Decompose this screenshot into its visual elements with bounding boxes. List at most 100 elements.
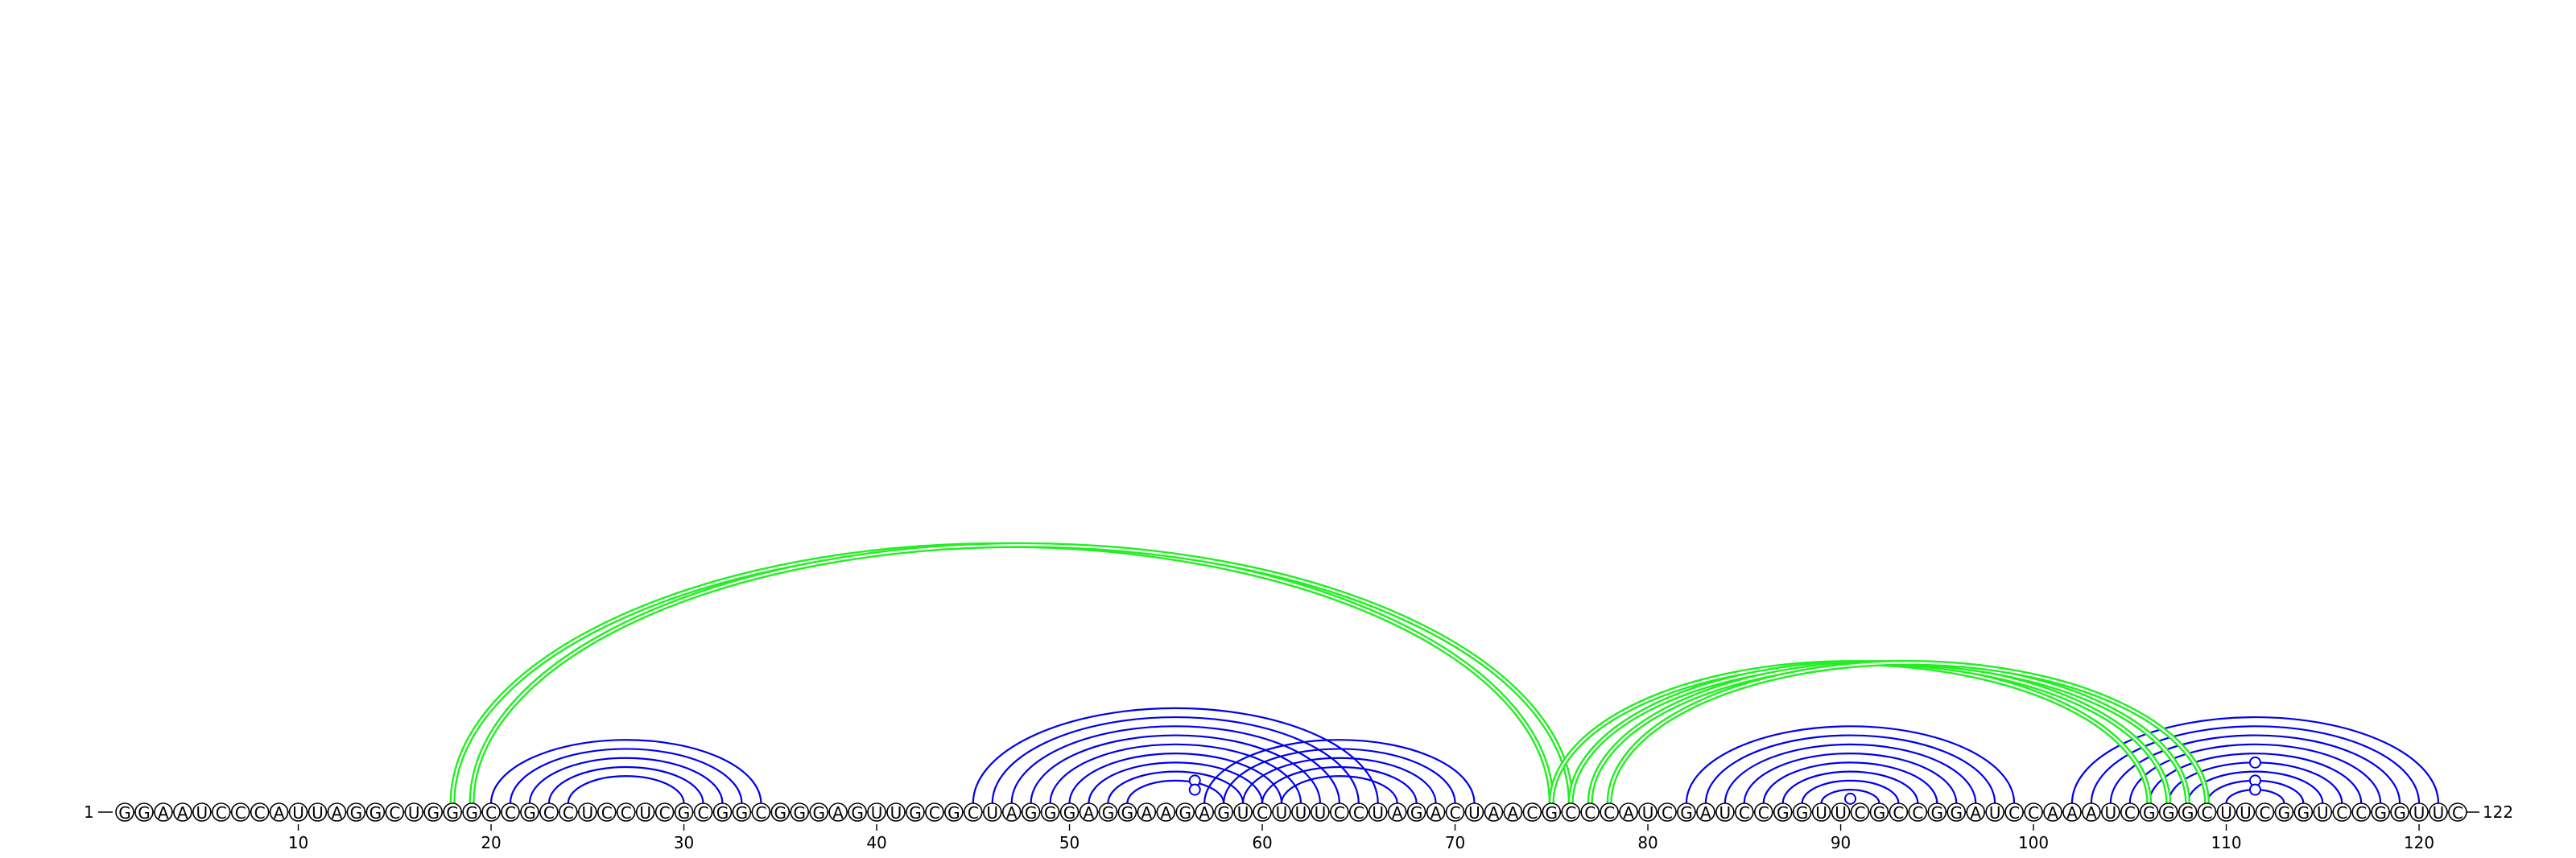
base-pair-arc bbox=[1126, 779, 1225, 804]
nucleotide: U bbox=[1715, 802, 1735, 823]
nucleotide: G bbox=[1117, 802, 1137, 823]
nucleotide: G bbox=[2158, 802, 2178, 823]
nucleotide-circle bbox=[1195, 802, 1214, 822]
nucleotide-letter: U bbox=[871, 803, 883, 823]
nucleotide-letter: A bbox=[2086, 803, 2097, 823]
nucleotide: C bbox=[1850, 802, 1870, 823]
base-pair-arc bbox=[528, 757, 724, 804]
nucleotide: A bbox=[1696, 802, 1715, 823]
nucleotide: C bbox=[1753, 802, 1773, 823]
nucleotide-circle bbox=[2082, 802, 2101, 822]
nucleotide-circle bbox=[462, 802, 481, 822]
nucleotide: C bbox=[2004, 802, 2024, 823]
nucleotide: C bbox=[2024, 802, 2043, 823]
nucleotide: G bbox=[1406, 802, 1426, 823]
nucleotide-letter: A bbox=[1508, 803, 1519, 823]
nucleotide-letter: G bbox=[1680, 803, 1693, 823]
nucleotide-letter: U bbox=[581, 803, 593, 823]
nucleotide: U bbox=[886, 802, 906, 823]
nucleotide-letter: C bbox=[1334, 803, 1345, 823]
nucleotide-letter: U bbox=[292, 803, 304, 823]
nucleotide: G bbox=[770, 802, 791, 823]
nucleotide: G bbox=[712, 802, 733, 823]
nucleotide-circle bbox=[1426, 802, 1446, 822]
base-pair-arc bbox=[1088, 761, 1264, 804]
nucleotide-letter: G bbox=[736, 803, 749, 823]
nucleotide-letter: C bbox=[1526, 803, 1538, 823]
base-pair-arc bbox=[1261, 765, 1418, 804]
nucleotide-letter: C bbox=[1893, 803, 1904, 823]
noncanonical-pair-markers bbox=[1188, 756, 2261, 805]
nucleotide-letter: C bbox=[1565, 803, 1576, 823]
nucleotide: G bbox=[443, 802, 462, 823]
nucleotide-circle bbox=[2293, 802, 2314, 822]
nucleotide-circle bbox=[443, 802, 462, 822]
nucleotide: G bbox=[674, 802, 694, 823]
nucleotide: A bbox=[1001, 802, 1022, 823]
nucleotide: U bbox=[982, 802, 1002, 823]
nucleotide-circle bbox=[809, 802, 829, 822]
nucleotide-circle bbox=[2274, 802, 2294, 822]
noncanonical-pair-marker bbox=[1844, 792, 1857, 805]
nucleotide-circle bbox=[1368, 802, 1388, 822]
nucleotide-letter: C bbox=[505, 803, 516, 823]
noncanonical-pair-marker bbox=[1188, 783, 1201, 796]
nucleotide: C bbox=[2351, 802, 2371, 823]
tick-label: 30 bbox=[674, 833, 694, 852]
base-pair-arc bbox=[1223, 748, 1456, 804]
nucleotide: C bbox=[2197, 802, 2217, 823]
nucleotide: A bbox=[1387, 802, 1407, 823]
nucleotide-circle bbox=[2120, 802, 2140, 822]
nucleotide: U bbox=[2235, 802, 2256, 823]
tick-label: 100 bbox=[2018, 833, 2049, 852]
nucleotide-circle bbox=[2332, 802, 2352, 822]
tick-label: 60 bbox=[1252, 833, 1272, 852]
nucleotide: G bbox=[848, 802, 867, 823]
base-pair-arc bbox=[1107, 770, 1245, 804]
nucleotide-circle bbox=[1098, 802, 1118, 822]
nucleotide-circle bbox=[134, 802, 154, 822]
nucleotide-letter: G bbox=[1410, 803, 1423, 823]
nucleotide: G bbox=[1869, 802, 1889, 823]
nucleotide-circle bbox=[173, 802, 192, 822]
nucleotide-letter: U bbox=[1719, 803, 1732, 823]
position-axis: 10 20 30 40 50 60 70 80 90 100 110 120 bbox=[288, 824, 2434, 852]
nucleotide: C bbox=[964, 802, 983, 823]
nucleotide-circle bbox=[770, 802, 791, 822]
nucleotide-letter: C bbox=[601, 803, 613, 823]
base-pair-arc bbox=[547, 765, 704, 804]
nucleotide-circle bbox=[2197, 802, 2217, 822]
nucleotide-circle bbox=[2216, 802, 2236, 822]
nucleotide-letter: G bbox=[1931, 803, 1944, 823]
nucleotide: A bbox=[1966, 802, 1985, 823]
nucleotide-letter: G bbox=[2297, 803, 2310, 823]
nucleotide: A bbox=[2062, 802, 2082, 823]
nucleotide-letter: A bbox=[1199, 803, 1210, 823]
nucleotide-letter: G bbox=[1777, 803, 1790, 823]
nucleotide: C bbox=[1657, 802, 1677, 823]
nucleotide-circle bbox=[1040, 802, 1060, 822]
nucleotide: G bbox=[520, 802, 539, 823]
nucleotide-letter: G bbox=[678, 803, 691, 823]
nucleotide-letter: G bbox=[2182, 803, 2194, 823]
nucleotide: C bbox=[925, 802, 944, 823]
nucleotide: U bbox=[2101, 802, 2120, 823]
nucleotide-circle bbox=[1291, 802, 1311, 822]
nucleotide: G bbox=[346, 802, 366, 823]
nucleotide-letter: C bbox=[2336, 803, 2347, 823]
nucleotide-circle bbox=[1619, 802, 1638, 822]
nucleotide-letter: C bbox=[2259, 803, 2270, 823]
nucleotide-circle bbox=[1946, 802, 1967, 822]
nucleotide-circle bbox=[501, 802, 520, 822]
nucleotide-circle bbox=[2043, 802, 2062, 822]
nucleotide-circle bbox=[1079, 802, 1099, 822]
nucleotide-circle bbox=[886, 802, 906, 822]
nucleotide: G bbox=[134, 802, 154, 823]
nucleotide-circle bbox=[654, 802, 675, 822]
nucleotide-letter: G bbox=[1063, 803, 1076, 823]
nucleotide: G bbox=[115, 802, 134, 823]
nucleotide-letter: C bbox=[1604, 803, 1615, 823]
nucleotide-circle bbox=[481, 802, 501, 822]
base-pair-arc bbox=[2090, 725, 2421, 804]
